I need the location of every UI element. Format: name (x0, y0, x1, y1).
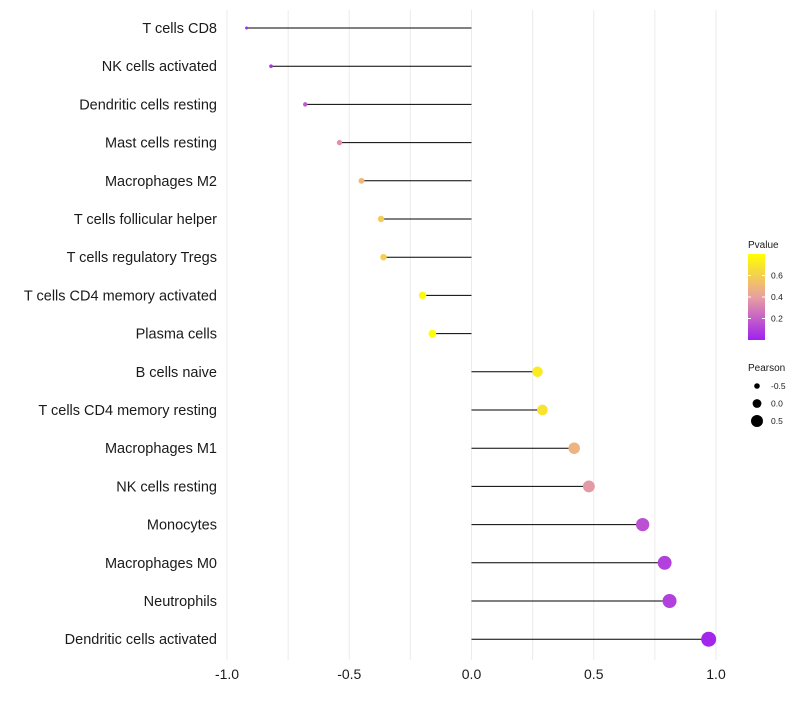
lollipop-point (568, 442, 580, 454)
pvalue-legend-tick-label: 0.2 (771, 314, 783, 324)
lollipop-point (418, 291, 427, 300)
category-label: T cells CD4 memory resting (38, 403, 217, 419)
category-label: Dendritic cells activated (65, 632, 217, 648)
lollipop-point (636, 517, 650, 532)
pvalue-colorbar (748, 254, 765, 340)
x-tick-label: 1.0 (706, 666, 726, 682)
legend: Pvalue 0.2 0.4 0.6 Pearson -0.5 0.0 0.5 (748, 240, 786, 427)
category-label: Macrophages M0 (105, 556, 217, 572)
pearson-legend-dot (754, 383, 760, 389)
lollipop-point (537, 404, 548, 416)
pearson-legend-label: 0.5 (771, 416, 783, 426)
category-label: Mast cells resting (105, 136, 217, 152)
pearson-legend-label: -0.5 (771, 381, 786, 391)
lollipop-point (701, 631, 717, 647)
category-label: Monocytes (147, 518, 217, 534)
lollipop-points (245, 26, 717, 647)
y-axis-category-labels: T cells CD8 NK cells activated Dendritic c… (24, 21, 217, 648)
pearson-legend-label: 0.0 (771, 399, 783, 409)
pvalue-legend-title: Pvalue (748, 240, 779, 251)
lollipop-point (377, 215, 385, 223)
lollipop-point (245, 26, 249, 30)
lollipop-point (582, 480, 595, 493)
pvalue-legend-tick-label: 0.6 (771, 271, 783, 281)
lollipop-point (662, 594, 677, 608)
grid-lines (226, 10, 717, 660)
category-label: NK cells resting (116, 479, 217, 495)
lollipop-point (303, 102, 308, 107)
lollipop-point (428, 329, 437, 338)
category-label: NK cells activated (102, 59, 217, 75)
lollipop-stems (246, 27, 709, 640)
pvalue-legend-tick-label: 0.4 (771, 292, 783, 302)
category-label: Macrophages M1 (105, 441, 217, 457)
category-label: T cells CD8 (142, 21, 217, 37)
category-label: B cells naive (136, 365, 217, 381)
pvalue-legend-ticks: 0.2 0.4 0.6 (748, 271, 783, 324)
lollipop-point (269, 64, 273, 68)
lollipop-point (358, 177, 365, 184)
pearson-legend-dot (751, 415, 763, 427)
x-tick-label: -0.5 (337, 666, 361, 682)
category-label: Neutrophils (144, 594, 217, 610)
lollipop-point (657, 555, 672, 570)
category-label: Dendritic cells resting (79, 97, 217, 113)
category-label: T cells regulatory Tregs (67, 250, 217, 266)
x-axis-tick-labels: -1.0 -0.5 0.0 0.5 1.0 (215, 666, 726, 682)
category-label: Macrophages M2 (105, 174, 217, 190)
category-label: T cells CD4 memory activated (24, 288, 217, 304)
x-tick-label: 0.5 (584, 666, 604, 682)
pearson-legend-title: Pearson (748, 363, 785, 374)
pearson-legend-dot (752, 399, 762, 408)
category-label: Plasma cells (136, 327, 217, 343)
category-label: T cells follicular helper (74, 212, 217, 228)
lollipop-point (336, 139, 343, 146)
x-tick-label: -1.0 (215, 666, 239, 682)
lollipop-point (380, 253, 387, 261)
lollipop-point (532, 366, 543, 378)
pearson-legend-entries: -0.5 0.0 0.5 (751, 381, 786, 427)
x-tick-label: 0.0 (462, 666, 482, 682)
